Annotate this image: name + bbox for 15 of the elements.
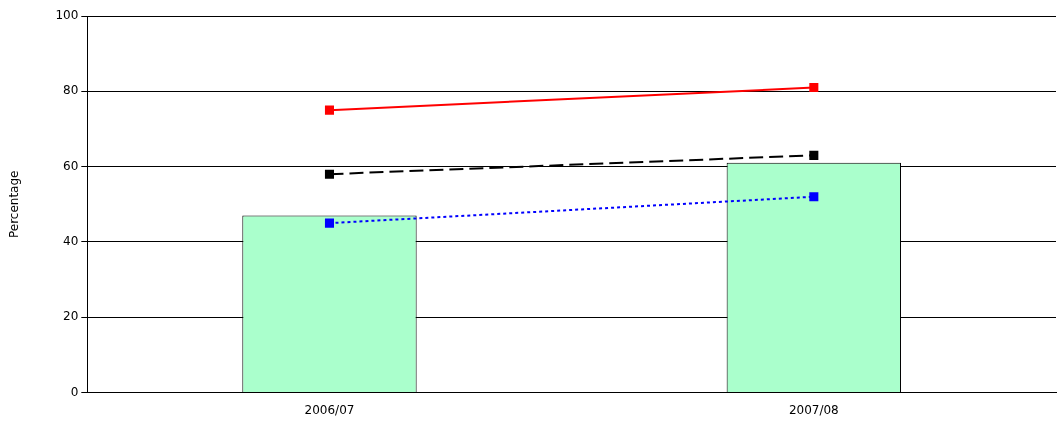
point: [809, 192, 819, 202]
point: [324, 169, 335, 179]
y-tick-label: 80: [63, 83, 79, 98]
y-axis-title: Percentage: [7, 170, 22, 239]
point: [809, 83, 819, 93]
point: [324, 218, 335, 228]
y-tick-label: 40: [63, 234, 79, 249]
x-tick-label: 2006/07: [304, 402, 355, 417]
point: [809, 150, 819, 160]
y-tick-label: 60: [63, 158, 79, 173]
y-tick-label: 20: [63, 309, 79, 324]
x-tick-label: 2007/08: [788, 402, 839, 417]
point: [324, 105, 335, 115]
y-tick-label: 100: [55, 8, 79, 23]
y-tick-label: 0: [70, 384, 79, 399]
